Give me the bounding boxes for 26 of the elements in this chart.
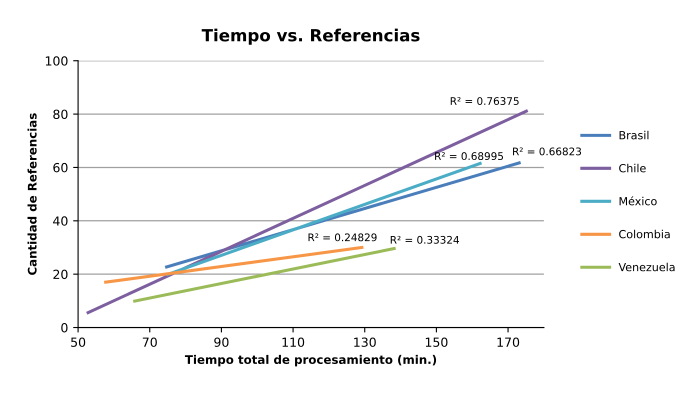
x-tick-label: 150 — [426, 337, 448, 347]
y-tick-label: 100 — [46, 56, 68, 66]
y-tick-label: 60 — [53, 162, 68, 172]
annotation: R² = 0.24829 — [308, 233, 377, 242]
x-tick-label: 90 — [214, 337, 229, 347]
y-axis-title: Cantidad de Referencias — [28, 113, 37, 275]
x-tick-label: 50 — [71, 337, 86, 347]
chart-title: Tiempo vs. Referencias — [202, 28, 420, 45]
y-tick-label: 0 — [61, 322, 68, 332]
y-tick-label: 40 — [53, 216, 68, 226]
legend-label: Venezuela — [618, 262, 675, 272]
x-tick-label: 170 — [498, 337, 520, 347]
x-tick-label: 110 — [282, 337, 304, 347]
legend-label: Colombia — [619, 230, 670, 238]
legend-label: México — [620, 196, 657, 206]
x-tick-label: 70 — [142, 337, 157, 347]
annotation: R² = 0.68995 — [435, 152, 504, 160]
annotation: R² = 0.76375 — [450, 97, 519, 105]
legend-label: Chile — [619, 164, 646, 172]
y-tick-label: 20 — [53, 270, 68, 280]
annotation: R² = 0.66823 — [513, 147, 582, 156]
legend-label: Brasil — [620, 130, 648, 140]
x-axis-title: Tiempo total de procesamiento (min.) — [184, 354, 436, 366]
annotation: R² = 0.33324 — [390, 236, 460, 244]
y-tick-label: 80 — [53, 110, 68, 120]
x-tick-label: 130 — [354, 337, 376, 347]
